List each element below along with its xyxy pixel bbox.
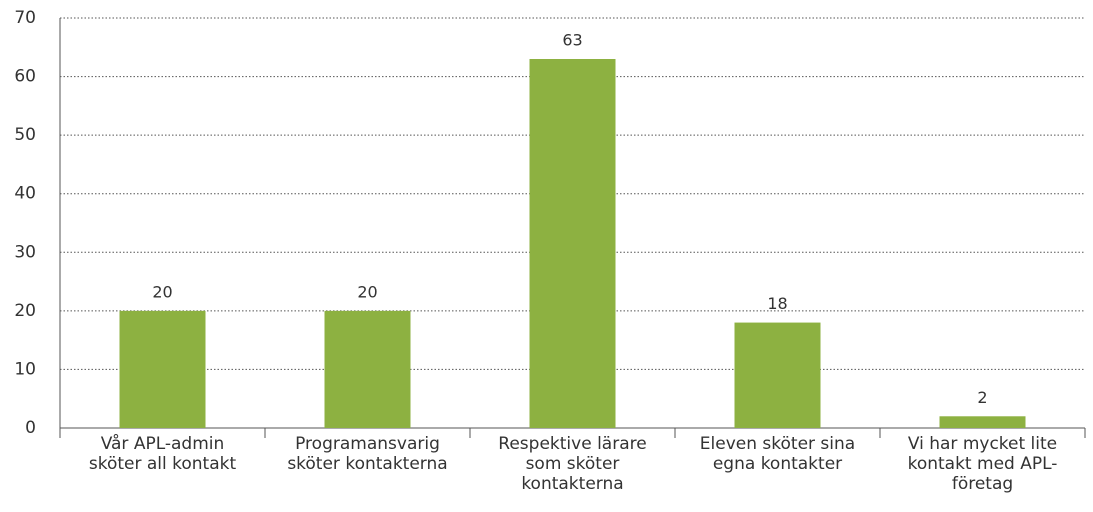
y-tick-label: 0 bbox=[25, 418, 36, 438]
bar bbox=[529, 59, 616, 428]
y-tick-label: 50 bbox=[14, 125, 36, 145]
y-tick-label: 70 bbox=[14, 8, 36, 28]
value-label: 18 bbox=[767, 294, 787, 313]
x-tick-label: Vår APL-admin sköter all kontakt bbox=[88, 434, 237, 474]
y-tick-label: 60 bbox=[14, 67, 36, 87]
value-label: 20 bbox=[357, 282, 377, 301]
y-tick-label: 30 bbox=[14, 242, 36, 262]
x-tick-label: Vi har mycket lite kontakt med APL-föret… bbox=[907, 434, 1058, 494]
y-tick-label: 10 bbox=[14, 359, 36, 379]
value-label: 2 bbox=[977, 388, 987, 407]
y-tick-label: 20 bbox=[14, 301, 36, 321]
y-tick-label: 40 bbox=[14, 184, 36, 204]
bar bbox=[734, 322, 821, 428]
x-tick-label: Eleven sköter sina egna kontakter bbox=[699, 434, 856, 474]
bar bbox=[119, 310, 206, 428]
bar bbox=[939, 416, 1026, 428]
x-tick-label: Respektive lärare som sköter kontakterna bbox=[498, 434, 647, 494]
x-tick-label: Programansvarig sköter kontakterna bbox=[287, 434, 448, 474]
value-label: 63 bbox=[562, 31, 582, 50]
bar bbox=[324, 310, 411, 428]
value-label: 20 bbox=[152, 282, 172, 301]
